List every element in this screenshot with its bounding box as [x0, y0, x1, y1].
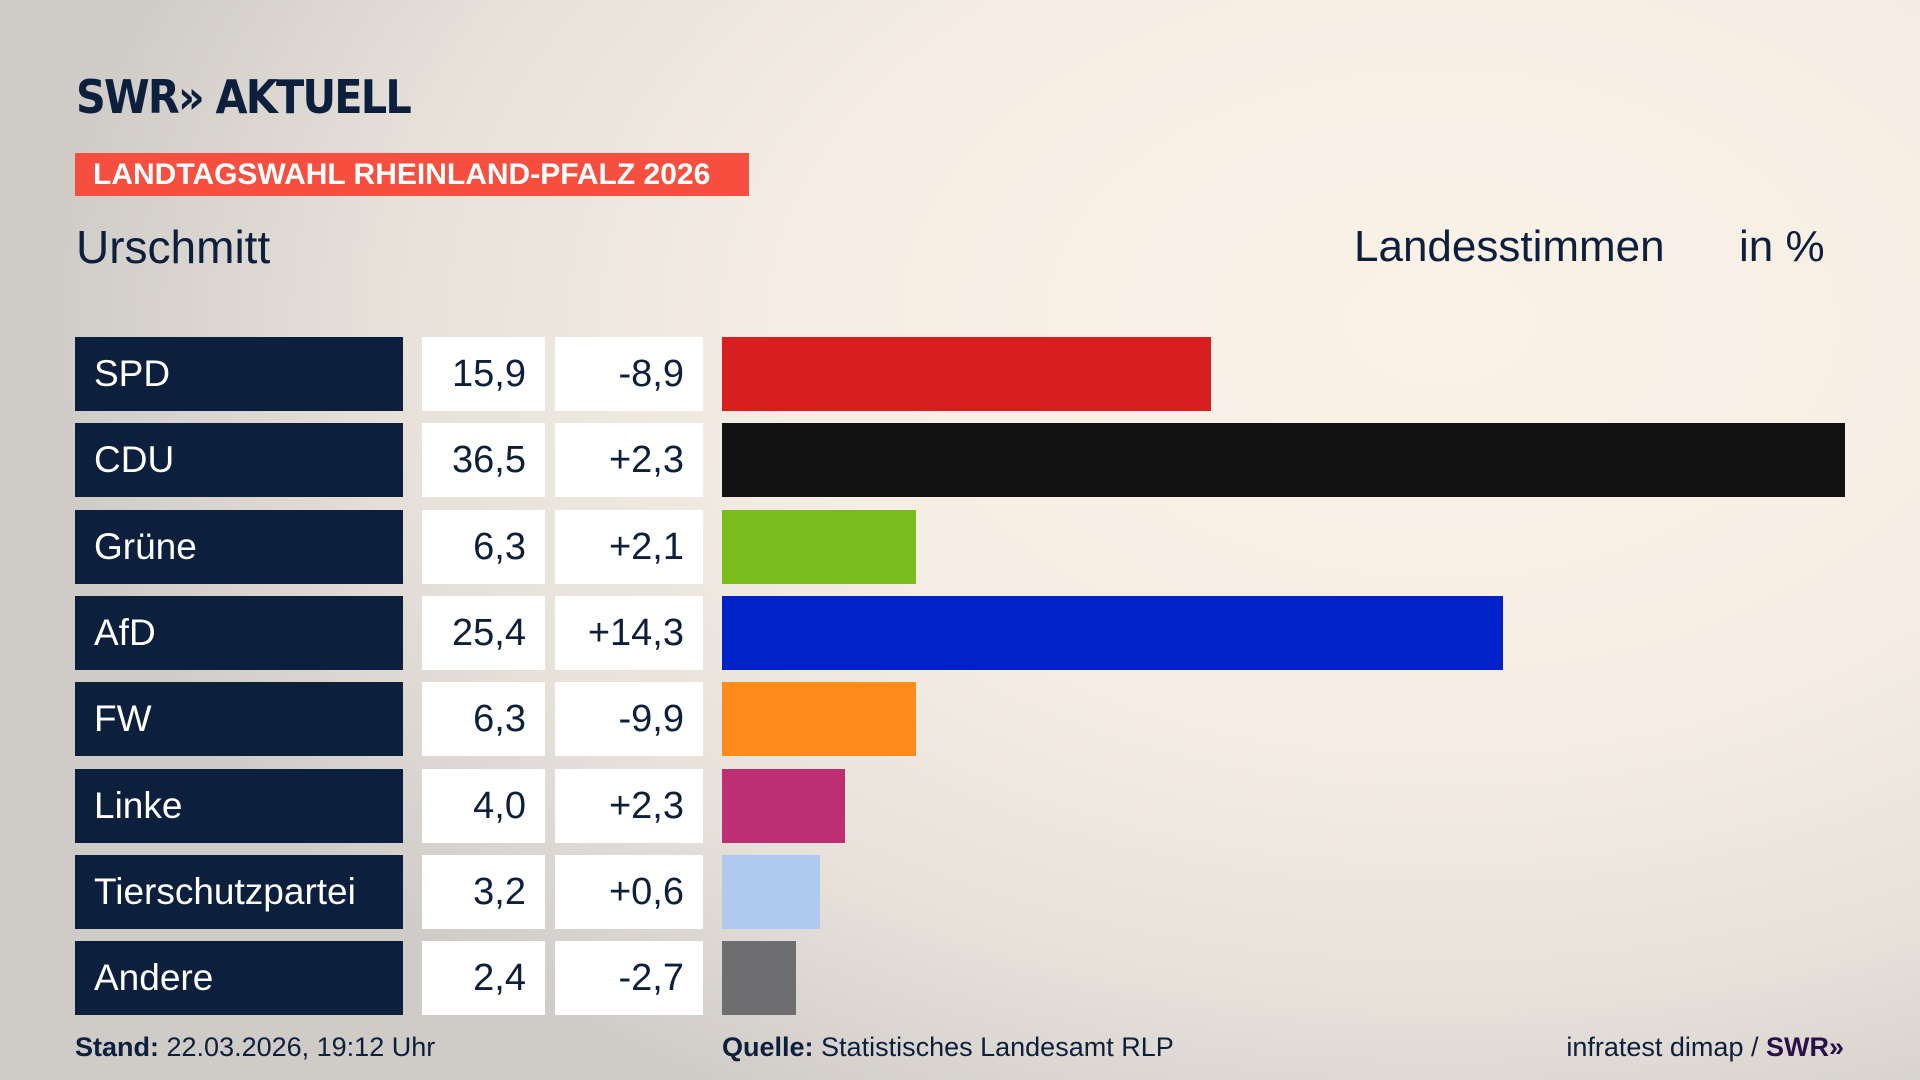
value-label: 3,2 [422, 854, 545, 929]
diff-label: +0,6 [555, 854, 703, 929]
value-label: 15,9 [422, 337, 545, 411]
party-row: SPD 15,9 -8,9 [0, 337, 1920, 411]
party-name: Tierschutzpartei [75, 854, 403, 929]
party-row: Tierschutzpartei 3,2 +0,6 [0, 854, 1920, 929]
value-label: 6,3 [422, 682, 545, 757]
source-label: Quelle: [722, 1032, 814, 1062]
timestamp: Stand: 22.03.2026, 19:12 Uhr [75, 1032, 435, 1063]
bar-linke [722, 768, 846, 843]
value-label: 6,3 [422, 509, 545, 584]
place-title: Urschmitt [76, 221, 271, 273]
bar-andere [722, 941, 796, 1016]
party-row: Andere 2,4 -2,7 [0, 941, 1920, 1016]
diff-label: -2,7 [555, 941, 703, 1016]
diff-label: +2,3 [555, 423, 703, 498]
diff-label: +2,1 [555, 509, 703, 584]
value-label: 25,4 [422, 595, 545, 670]
unit-label: in % [1739, 222, 1825, 271]
party-row: FW 6,3 -9,9 [0, 682, 1920, 757]
value-label: 4,0 [422, 768, 545, 843]
diff-label: -8,9 [555, 337, 703, 411]
diff-label: +2,3 [555, 768, 703, 843]
bar-tierschutzpartei [722, 854, 821, 929]
election-banner: LANDTAGSWAHL RHEINLAND-PFALZ 2026 [75, 153, 749, 196]
bar-cdu [722, 423, 1845, 498]
credit: infratest dimap / SWR» [1566, 1032, 1844, 1063]
party-name: SPD [75, 337, 403, 411]
vote-type-label: Landesstimmen [1354, 222, 1665, 271]
party-row: Grüne 6,3 +2,1 [0, 509, 1920, 584]
source-value: Statistisches Landesamt RLP [821, 1032, 1174, 1062]
party-name: Andere [75, 941, 403, 1016]
party-row: CDU 36,5 +2,3 [0, 423, 1920, 498]
party-row: Linke 4,0 +2,3 [0, 768, 1920, 843]
bar-grüne [722, 509, 916, 584]
bar-fw [722, 682, 916, 757]
source: Quelle: Statistisches Landesamt RLP [722, 1032, 1174, 1063]
party-name: FW [75, 682, 403, 757]
swr-aktuell-logo: SWR» AKTUELL [76, 70, 412, 124]
bar-spd [722, 337, 1212, 411]
diff-label: -9,9 [555, 682, 703, 757]
party-name: AfD [75, 595, 403, 670]
diff-label: +14,3 [555, 595, 703, 670]
swr-logo: SWR» [1765, 1032, 1844, 1062]
credit-text: infratest dimap / [1566, 1032, 1759, 1062]
stand-label: Stand: [75, 1032, 159, 1062]
party-name: CDU [75, 423, 403, 498]
value-label: 2,4 [422, 941, 545, 1016]
party-name: Grüne [75, 509, 403, 584]
stand-value: 22.03.2026, 19:12 Uhr [166, 1032, 436, 1062]
value-label: 36,5 [422, 423, 545, 498]
bar-afd [722, 595, 1504, 670]
party-name: Linke [75, 768, 403, 843]
party-row: AfD 25,4 +14,3 [0, 595, 1920, 670]
